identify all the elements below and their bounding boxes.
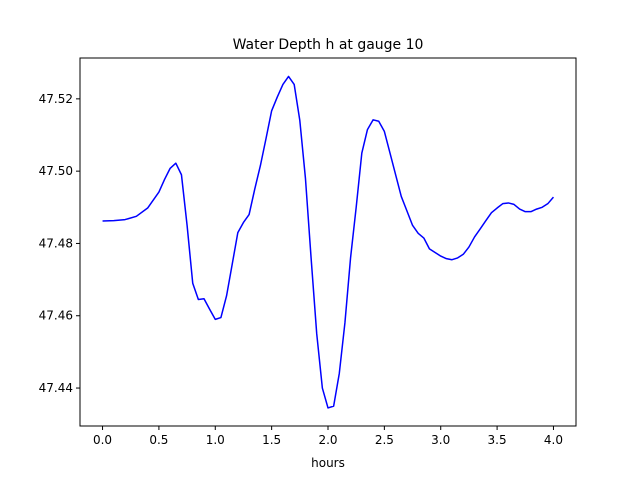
y-tick-label: 47.50 — [39, 164, 73, 178]
x-tick-label: 2.0 — [318, 433, 337, 447]
plot-area: 0.0 0.5 1.0 1.5 2.0 2.5 3.0 3.5 4.0 47.44 47.46 47.… — [39, 57, 577, 447]
y-tick-label: 47.52 — [39, 92, 73, 106]
x-tick-label: 1.5 — [262, 433, 281, 447]
x-tick-label: 0.0 — [93, 433, 112, 447]
y-tick-label: 47.44 — [39, 381, 73, 395]
x-tick-label: 1.0 — [206, 433, 225, 447]
x-tick-label: 4.0 — [544, 433, 563, 447]
x-tick-label: 0.5 — [149, 433, 168, 447]
x-tick-label: 3.5 — [488, 433, 507, 447]
x-tick-label: 2.5 — [375, 433, 394, 447]
chart-title: Water Depth h at gauge 10 — [233, 37, 424, 53]
series-line-0 — [102, 75, 555, 409]
y-tick-label: 47.46 — [39, 309, 73, 323]
y-tick-label: 47.48 — [39, 236, 73, 250]
x-axis-label: hours — [311, 456, 345, 470]
x-tick-label: 3.0 — [431, 433, 450, 447]
